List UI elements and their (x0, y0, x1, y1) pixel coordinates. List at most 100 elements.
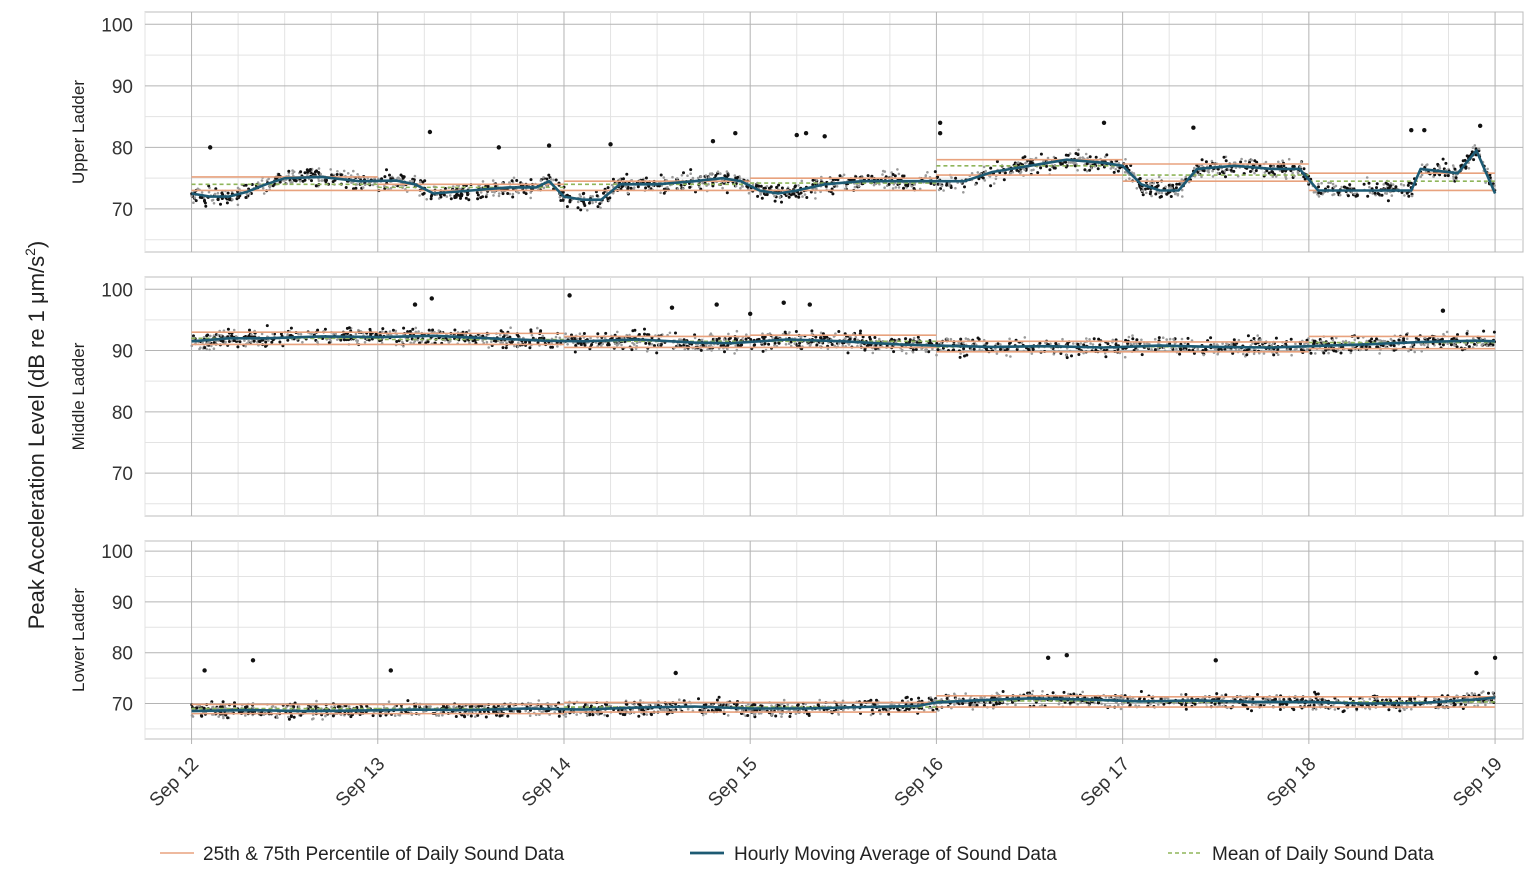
panel-1-scatter-point (627, 192, 630, 195)
grid-layer (145, 12, 1523, 739)
panel-1-scatter-point (993, 182, 996, 185)
panel-1-scatter-point (1339, 194, 1342, 197)
panel-3-scatter-point (718, 696, 721, 699)
panel-1-scatter-point (1265, 161, 1268, 164)
panel-1-scatter-point (482, 180, 485, 183)
panel-1-outlier-point (547, 143, 551, 147)
panel-1-scatter-point (804, 193, 807, 196)
panel-2-scatter-point (646, 350, 649, 353)
panel-2-scatter-point (1213, 343, 1216, 346)
panel-1-scatter-point (1113, 171, 1116, 174)
panel-1-scatter-point (622, 177, 625, 180)
panel-1-scatter-point (312, 173, 315, 176)
panel-2-scatter-point (1322, 352, 1325, 355)
panel-2-scatter-point (853, 338, 856, 341)
panel-1-scatter-point (663, 176, 666, 179)
panel-1-scatter-point (1400, 183, 1403, 186)
panel-1-scatter-point (453, 196, 456, 199)
panel-1-scatter-point (788, 196, 791, 199)
panel-1-scatter-point (1201, 158, 1204, 161)
panel-2-scatter-point (915, 348, 918, 351)
panel-2-scatter-point (1093, 337, 1096, 340)
panel-2-scatter-point (1453, 344, 1456, 347)
panel-1-scatter-point (329, 168, 332, 171)
panel-2-scatter-point (1486, 344, 1489, 347)
panel-1-scatter-point (1270, 170, 1273, 173)
panel-2-scatter-point (297, 333, 300, 336)
panel-1-scatter-point (1239, 161, 1242, 164)
panel-3-scatter-point (1180, 693, 1183, 696)
panel-2-scatter-point (1133, 343, 1136, 346)
panel-1-scatter-point (948, 184, 951, 187)
panel-2-scatter-point (286, 339, 289, 342)
panel-1-scatter-point (476, 197, 479, 200)
panel-1-scatter-point (793, 193, 796, 196)
panel-2-scatter-point (767, 343, 770, 346)
panel-1-scatter-point (1478, 148, 1481, 151)
panel-1-scatter-point (779, 196, 782, 199)
panel-1-scatter-point (1170, 195, 1173, 198)
panel-2-scatter-point (300, 333, 303, 336)
panel-1-scatter-point (336, 170, 339, 173)
panel-3-scatter-point (312, 717, 315, 720)
panel-1-scatter-point (244, 196, 247, 199)
panel-2-scatter-point (1406, 338, 1409, 341)
panel-2-scatter-point (1320, 340, 1323, 343)
panel-2-scatter-point (710, 349, 713, 352)
panel-1-outlier-point (938, 131, 942, 135)
panel-2-scatter-point (1238, 339, 1241, 342)
panel-3-scatter-point (1315, 708, 1318, 711)
panel-1-scatter-point (306, 171, 309, 174)
panel-1-scatter-point (1072, 161, 1075, 164)
panel-1-scatter-point (676, 177, 679, 180)
panel-3-scatter-point (1249, 698, 1252, 701)
panel-2-scatter-point (1332, 339, 1335, 342)
panel-2-scatter-point (1472, 337, 1475, 340)
panel-1-outlier-point (822, 134, 826, 138)
panel-1-scatter-point (1171, 184, 1174, 187)
panel-3-scatter-point (1063, 691, 1066, 694)
panel-1-scatter-point (583, 202, 586, 205)
panel-2-scatter-point (1181, 338, 1184, 341)
panel-2-scatter-point (555, 336, 558, 339)
panel-2-scatter-point (674, 332, 677, 335)
panel-1-scatter-point (801, 195, 804, 198)
panel-2-scatter-point (1417, 338, 1420, 341)
panel-1-scatter-point (633, 186, 636, 189)
panel-1-scatter-point (1382, 183, 1385, 186)
panel-1-scatter-point (1067, 154, 1070, 157)
panel-2-frame (145, 277, 1523, 516)
panel-2-scatter-point (1466, 332, 1469, 335)
panel-2-scatter-point (1092, 343, 1095, 346)
panel-3-scatter-point (646, 713, 649, 716)
panel-2-scatter-point (959, 338, 962, 341)
panel-1-scatter-point (1124, 171, 1127, 174)
panel-2-scatter-point (925, 350, 928, 353)
panel-1-scatter-point (525, 192, 528, 195)
panel-2-scatter-point (1141, 353, 1144, 356)
panel-2-scatter-point (1275, 337, 1278, 340)
panel-2-scatter-point (620, 344, 623, 347)
panel-1-scatter-point (682, 171, 685, 174)
panel-3-scatter-point (953, 693, 956, 696)
panel-1-scatter-point (768, 187, 771, 190)
panel-2-scatter-point (1407, 350, 1410, 353)
panel-2-scatter-point (1085, 337, 1088, 340)
panel-1-scatter-point (962, 191, 965, 194)
panel-1-scatter-point (352, 170, 355, 173)
panel-2-scatter-point (959, 356, 962, 359)
panel-1-scatter-point (983, 166, 986, 169)
panel-1-scatter-point (705, 174, 708, 177)
panel-2-scatter-point (774, 336, 777, 339)
panel-1-scatter-point (726, 191, 729, 194)
panel-2-scatter-point (653, 344, 656, 347)
panel-2-scatter-point (199, 346, 202, 349)
panel-2-scatter-point (736, 349, 739, 352)
panel-2-scatter-point (208, 349, 211, 352)
panel-2-scatter-point (1131, 337, 1134, 340)
panel-2-scatter-point (1423, 344, 1426, 347)
panel-2-scatter-point (607, 342, 610, 345)
panel-2-scatter-point (604, 337, 607, 340)
panel-1-scatter-point (1230, 169, 1233, 172)
